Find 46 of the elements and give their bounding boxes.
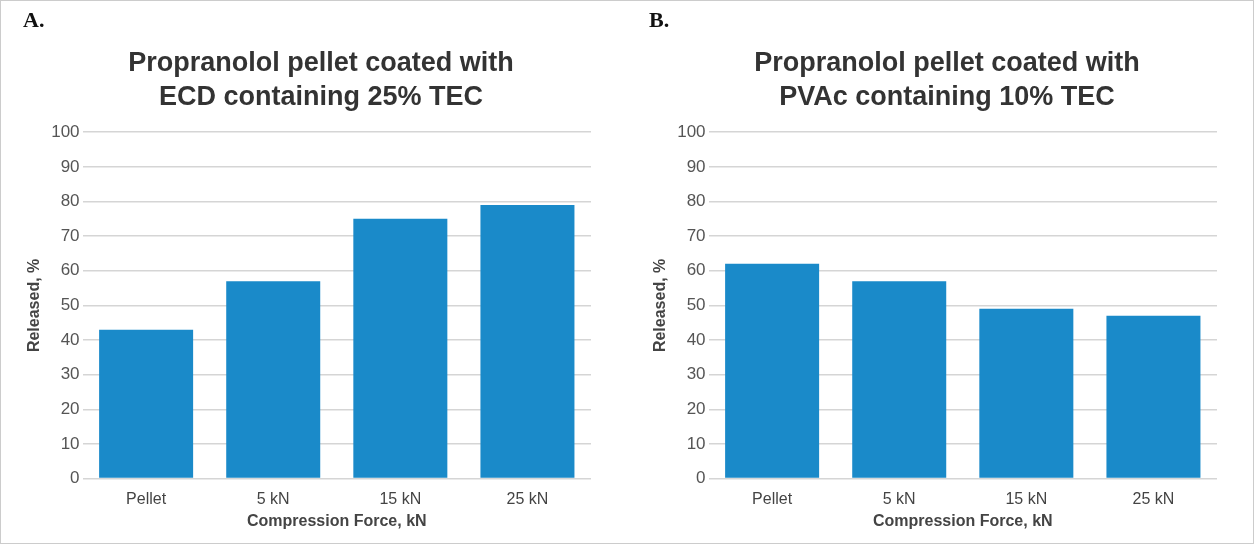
y-tick-label: 80	[60, 191, 80, 211]
text: B.	[649, 7, 670, 33]
y-tick-label: 60	[686, 260, 706, 280]
y-tick-label: 100	[677, 121, 706, 141]
x-tick-label: 5 kN	[256, 489, 290, 507]
chart-title: Propranolol pellet coated with ECD containing 25% TEC	[127, 46, 515, 113]
y-tick-label: 90	[686, 156, 706, 176]
bar	[979, 308, 1074, 478]
y-tick-label: 0	[696, 468, 706, 488]
bar	[480, 204, 575, 478]
chart-title: Propranolol pellet coated with PVAc containing 10% TEC	[753, 46, 1141, 113]
bar	[353, 218, 448, 478]
y-axis-title: Released, %	[25, 258, 43, 353]
y-axis-title: Released, %	[651, 258, 669, 353]
y-tick-label: 70	[60, 225, 80, 245]
y-tick-label: 30	[60, 364, 80, 384]
bar	[1106, 315, 1201, 478]
x-axis-title: Compression Force, kN	[872, 511, 1053, 529]
y-tick-label: 60	[60, 260, 80, 280]
x-tick-label: 25 kN	[1132, 489, 1175, 507]
x-axis-title: Compression Force, kN	[246, 511, 427, 529]
bar	[226, 281, 321, 478]
x-tick-label: 15 kN	[379, 489, 422, 507]
x-tick-label: Pellet	[126, 489, 167, 507]
y-tick-label: 20	[60, 399, 80, 419]
y-tick-label: 50	[686, 295, 706, 315]
x-tick-label: 15 kN	[1005, 489, 1048, 507]
y-tick-label: 40	[60, 329, 80, 349]
y-tick-label: 100	[51, 121, 80, 141]
y-tick-label: 20	[686, 399, 706, 419]
bar	[852, 281, 947, 478]
y-tick-label: 10	[60, 433, 80, 453]
y-tick-label: 80	[686, 191, 706, 211]
y-tick-label: 90	[60, 156, 80, 176]
x-tick-label: Pellet	[752, 489, 793, 507]
y-tick-label: 10	[686, 433, 706, 453]
x-tick-label: 25 kN	[506, 489, 549, 507]
text: A.	[23, 7, 45, 33]
y-tick-label: 70	[686, 225, 706, 245]
y-tick-label: 30	[686, 364, 706, 384]
x-tick-label: 5 kN	[882, 489, 916, 507]
y-tick-label: 50	[60, 295, 80, 315]
bar	[725, 263, 820, 478]
bar	[99, 329, 194, 478]
y-tick-label: 0	[70, 468, 80, 488]
y-tick-label: 40	[686, 329, 706, 349]
